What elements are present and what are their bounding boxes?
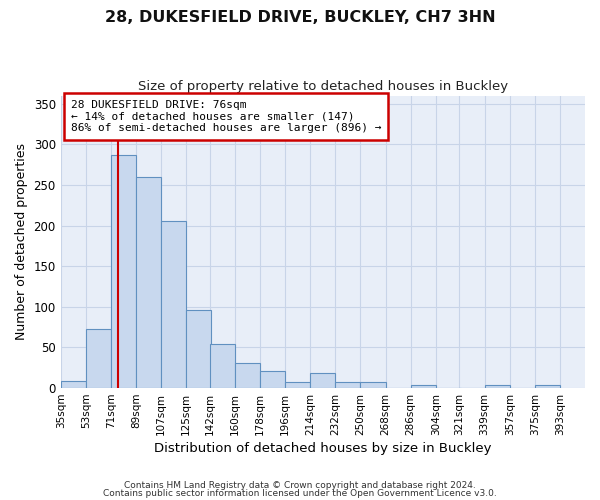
Bar (61, 381, 86, 388)
Bar (361, 382, 386, 388)
Bar (335, 382, 361, 388)
Bar (210, 344, 235, 388)
Bar (111, 155, 136, 388)
Bar (161, 222, 186, 388)
Bar (410, 385, 436, 388)
Bar (186, 310, 211, 388)
Bar (86, 329, 111, 388)
Text: Contains public sector information licensed under the Open Government Licence v3: Contains public sector information licen… (103, 488, 497, 498)
Text: Contains HM Land Registry data © Crown copyright and database right 2024.: Contains HM Land Registry data © Crown c… (124, 481, 476, 490)
Bar (260, 371, 285, 388)
Text: 28 DUKESFIELD DRIVE: 76sqm
← 14% of detached houses are smaller (147)
86% of sem: 28 DUKESFIELD DRIVE: 76sqm ← 14% of deta… (71, 100, 382, 133)
Bar (310, 374, 335, 388)
Text: 28, DUKESFIELD DRIVE, BUCKLEY, CH7 3HN: 28, DUKESFIELD DRIVE, BUCKLEY, CH7 3HN (104, 10, 496, 25)
X-axis label: Distribution of detached houses by size in Buckley: Distribution of detached houses by size … (154, 442, 491, 455)
Bar (235, 363, 260, 388)
Y-axis label: Number of detached properties: Number of detached properties (15, 144, 28, 340)
Bar (485, 385, 509, 388)
Bar (136, 177, 161, 388)
Bar (285, 382, 310, 388)
Bar (535, 385, 560, 388)
Title: Size of property relative to detached houses in Buckley: Size of property relative to detached ho… (138, 80, 508, 93)
